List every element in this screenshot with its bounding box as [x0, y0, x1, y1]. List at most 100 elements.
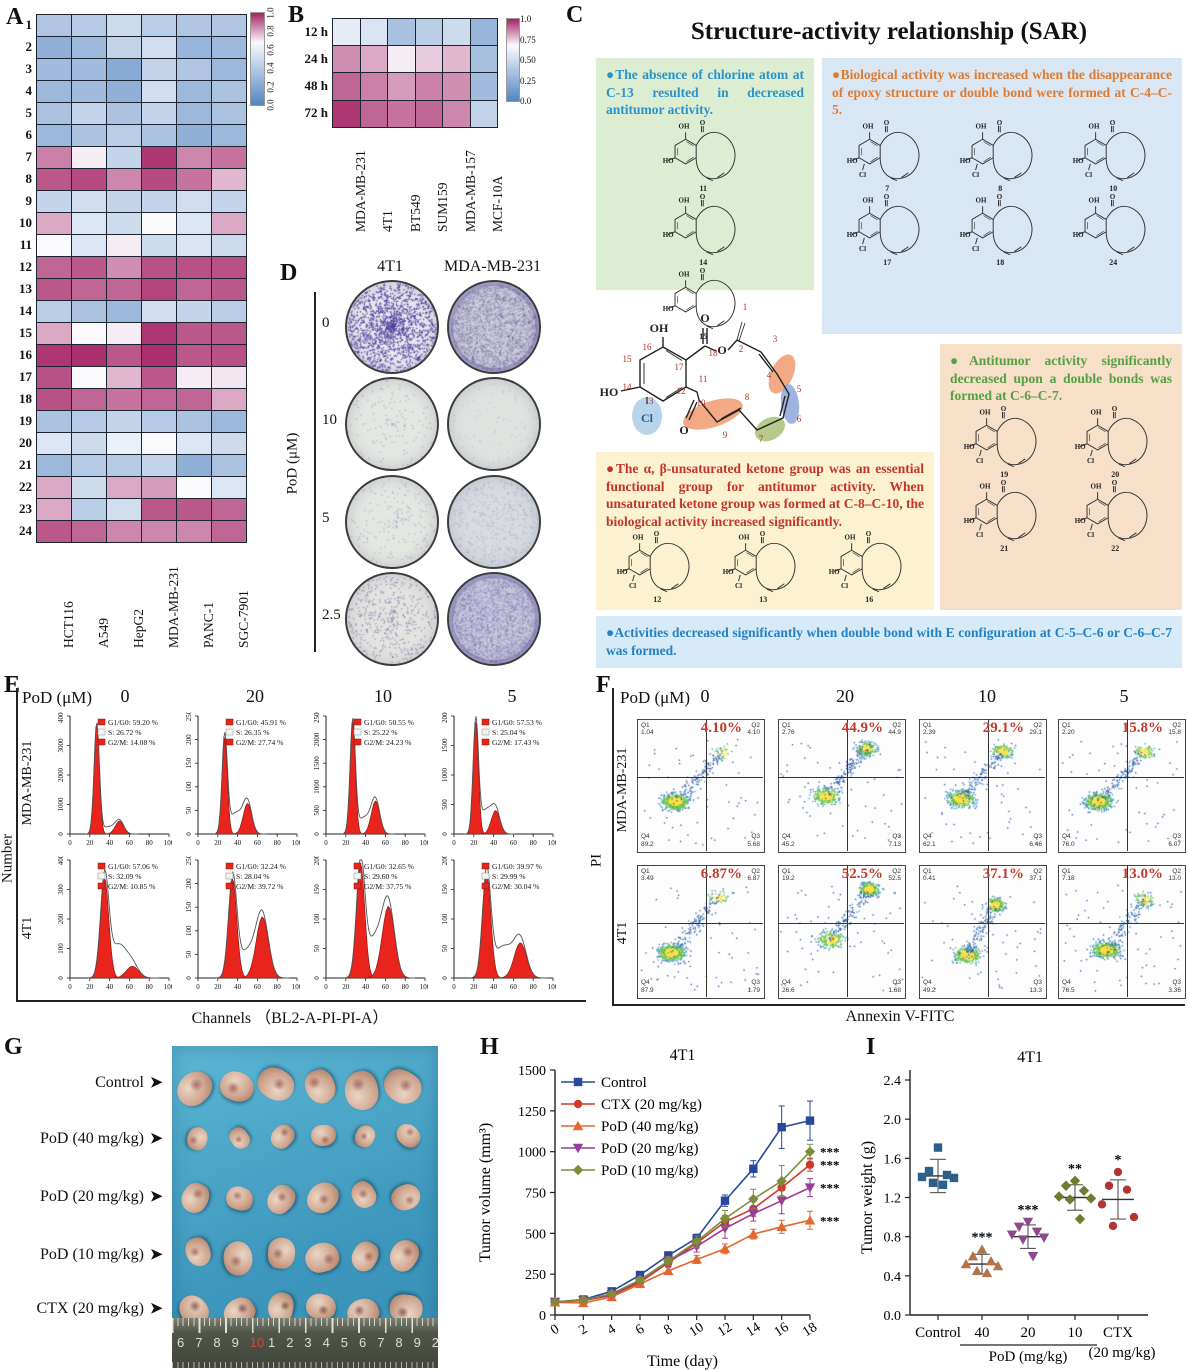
panel-a-label: A: [6, 4, 24, 30]
heatmap-cell: [71, 454, 108, 478]
compound-structure: OH O HO Cl 22: [1074, 479, 1147, 553]
svg-text:O: O: [1111, 405, 1117, 413]
svg-text:OH: OH: [845, 534, 856, 542]
svg-text:HO: HO: [960, 157, 971, 165]
apoptosis-plot: Q1 1.04 Q2 4.10 Q3 5.68 Q4 89.2 4.10%: [634, 716, 766, 856]
colorbar-tick: 1.0: [520, 14, 532, 24]
svg-text:O: O: [700, 193, 706, 201]
heatmap-cell: [176, 366, 213, 390]
heatmap-row-label: 7: [25, 149, 33, 164]
svg-text:4: 4: [767, 370, 772, 380]
svg-text:40: 40: [106, 983, 114, 991]
ruler-number: 8: [395, 1335, 403, 1350]
svg-text:OH: OH: [1089, 196, 1100, 204]
svg-text:S: 29.99 %: S: 29.99 %: [492, 872, 526, 881]
heatmap-cell: [106, 344, 143, 368]
heatmap-row-label: 24 h: [304, 50, 328, 66]
ruler-number: 5: [340, 1335, 349, 1350]
structures-green: OH O HO 11 OH O HO 14: [606, 119, 804, 341]
ruler-number: 6: [359, 1335, 367, 1350]
svg-text:1000: 1000: [313, 779, 321, 794]
svg-text:150: 150: [313, 884, 321, 895]
sar-text-ketone: ●The α, β-unsaturated ketone group was a…: [606, 461, 924, 529]
svg-text:Control: Control: [601, 1075, 647, 1091]
svg-text:100: 100: [164, 983, 172, 991]
svg-text:Cl: Cl: [1087, 457, 1094, 465]
heatmap-row-label: 14: [19, 303, 32, 318]
compound-structure: OH O HO Cl 17: [846, 193, 920, 267]
heatmap-row-label: 23: [19, 501, 32, 516]
svg-text:**: **: [1068, 1162, 1082, 1177]
svg-text:100: 100: [292, 839, 300, 847]
svg-text:1000: 1000: [441, 768, 449, 783]
svg-text:HO: HO: [663, 157, 674, 165]
heatmap-cell: [36, 410, 73, 434]
heatmap-cell: [106, 476, 143, 500]
colony-dose-label: 2.5: [322, 607, 341, 623]
heatmap-col-label: MDA-MB-231: [165, 566, 181, 648]
heatmap-cell: [106, 520, 143, 544]
svg-text:O: O: [1000, 405, 1006, 413]
heatmap-cell: [141, 498, 178, 522]
heatmap-row-label: 5: [25, 105, 33, 120]
heatmap-cell: [414, 45, 444, 74]
svg-text:Cl: Cl: [976, 531, 983, 539]
svg-text:40: 40: [490, 983, 498, 991]
svg-text:0: 0: [324, 839, 328, 847]
heatmap-cell: [141, 410, 178, 434]
svg-text:16: 16: [643, 342, 653, 352]
svg-text:(20 mg/kg): (20 mg/kg): [1088, 1345, 1155, 1361]
svg-text:G1/G0: 32.24 %: G1/G0: 32.24 %: [236, 862, 287, 871]
ruler-number: 9: [413, 1335, 421, 1350]
sar-text-chlorine: ●The absence of chlorine atom at C-13 re…: [606, 67, 804, 118]
svg-text:4T1: 4T1: [1017, 1049, 1043, 1066]
svg-text:Cl: Cl: [972, 171, 979, 179]
heatmap-cell: [211, 278, 248, 302]
panel-g-label: G: [4, 1034, 23, 1060]
heatmap-row-label: 24: [19, 523, 32, 538]
svg-text:500: 500: [313, 805, 321, 816]
panel-c-label: C: [566, 2, 584, 28]
svg-text:G1/G0: 45.91 %: G1/G0: 45.91 %: [236, 718, 287, 727]
svg-text:60: 60: [254, 839, 262, 847]
svg-text:O: O: [866, 530, 872, 538]
tumor-volume-chart: 0 250 500 750 1000 1250 1500 0 2 4 6 8 10 12 14 16 18 ***…: [470, 1038, 870, 1370]
heatmap-row-label: 2: [25, 39, 33, 54]
svg-text:G1/G0: 39.97 %: G1/G0: 39.97 %: [492, 862, 543, 871]
heatmap-cell: [211, 366, 248, 390]
svg-text:CTX: CTX: [1103, 1325, 1133, 1341]
svg-text:60: 60: [510, 839, 518, 847]
svg-text:G2/M: 27.74 %: G2/M: 27.74 %: [236, 738, 284, 747]
svg-text:40: 40: [234, 983, 242, 991]
heatmap-cell: [211, 454, 248, 478]
svg-text:HO: HO: [1073, 231, 1084, 239]
colony-dose-label: 0: [322, 315, 330, 331]
svg-text:4: 4: [605, 1322, 619, 1338]
heatmap-cell: [176, 476, 213, 500]
svg-text:OH: OH: [633, 534, 644, 542]
heatmap-cell: [176, 410, 213, 434]
heatmap-cell: [141, 300, 178, 324]
svg-text:3000: 3000: [57, 738, 65, 753]
svg-text:4000: 4000: [57, 712, 65, 723]
svg-text:PoD (40 mg/kg): PoD (40 mg/kg): [601, 1119, 699, 1135]
arrow-icon: ➤: [150, 1247, 163, 1263]
heatmap-row-label: 6: [25, 127, 33, 142]
svg-text:0: 0: [313, 832, 321, 836]
svg-text:0: 0: [57, 976, 65, 980]
svg-text:20: 20: [1021, 1325, 1036, 1341]
svg-text:8: 8: [661, 1322, 675, 1338]
ruler-number: 2: [431, 1335, 440, 1350]
svg-text:2: 2: [739, 344, 744, 354]
colorbar-tick: 0.75: [520, 34, 536, 45]
svg-text:OH: OH: [679, 122, 690, 130]
heatmap-cell: [176, 520, 213, 544]
svg-text:G2/M: 10.85 %: G2/M: 10.85 %: [108, 882, 156, 891]
sar-box-epoxy: ●Biological activity was increased when …: [822, 58, 1182, 334]
svg-text:HO: HO: [1073, 157, 1084, 165]
heatmap-cell: [106, 300, 143, 324]
svg-text:15: 15: [623, 354, 633, 364]
svg-text:G2/M: 17.43 %: G2/M: 17.43 %: [492, 738, 540, 747]
heatmap-time-course: 12 h 24 h 48 h 72 h MDA-MB-231 4T1 BT549 SUM159…: [0, 0, 560, 260]
svg-text:G1/G0: 57.06 %: G1/G0: 57.06 %: [108, 862, 159, 871]
